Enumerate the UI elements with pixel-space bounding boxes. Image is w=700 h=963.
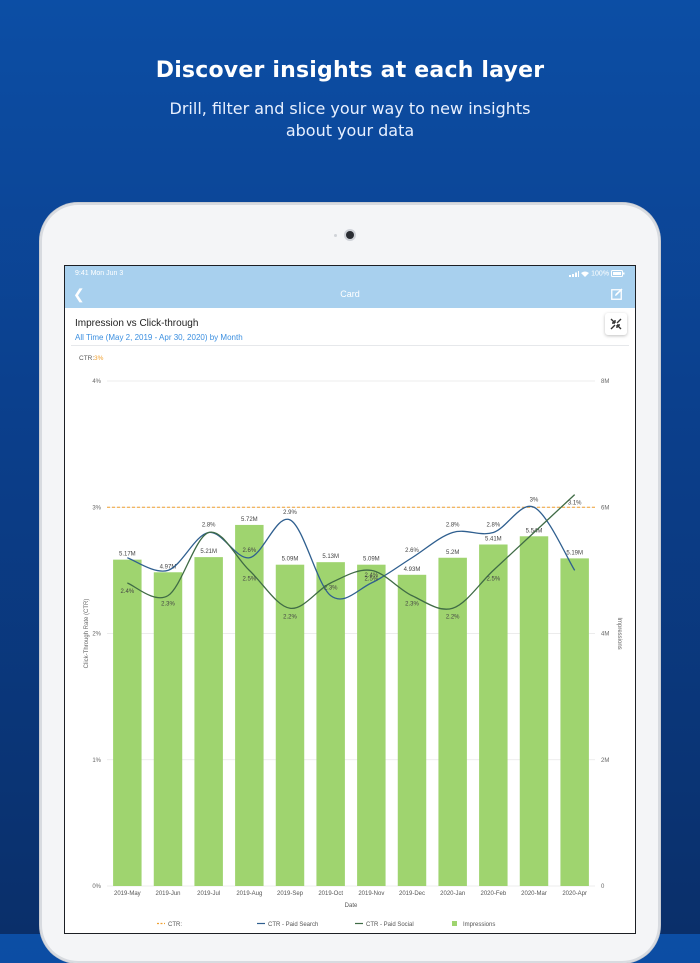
battery-icon xyxy=(611,270,625,277)
sensor-dot xyxy=(334,234,337,237)
impressions-bar xyxy=(235,524,264,886)
x-tick-label: 2020-Mar xyxy=(521,891,547,897)
collapse-button[interactable] xyxy=(605,313,627,335)
legend-label: CTR - Paid Search xyxy=(268,922,318,928)
impressions-bar xyxy=(113,559,142,886)
x-tick-label: 2020-Feb xyxy=(480,891,506,897)
bar-data-label: 5.19M xyxy=(566,550,583,556)
x-tick-label: 2019-Aug xyxy=(236,891,262,897)
ctr-label: CTR: xyxy=(79,355,94,362)
x-tick-label: 2019-Sep xyxy=(277,891,304,897)
impressions-bar xyxy=(397,574,427,886)
status-time: 9:41 Mon Jun 3 xyxy=(75,270,124,277)
y-left-tick-label: 3% xyxy=(92,505,101,511)
y-right-tick-label: 2M xyxy=(601,758,609,764)
impressions-bar xyxy=(479,544,508,886)
legend-label: CTR - Paid Social xyxy=(366,922,414,928)
line-data-label: 3% xyxy=(530,497,539,503)
bar-data-label: 4.97M xyxy=(160,564,177,570)
legend-label: CTR: xyxy=(168,922,182,928)
y-left-tick-label: 1% xyxy=(92,758,101,764)
line-data-label: 2.4% xyxy=(120,589,134,595)
impressions-bar xyxy=(275,564,305,886)
nav-bar: ❮ Card xyxy=(65,282,635,308)
line-data-label: 3.1% xyxy=(568,501,582,507)
camera-icon xyxy=(346,231,354,239)
status-bar: 9:41 Mon Jun 3 100% xyxy=(65,266,635,282)
y-right-axis-title: Impressions xyxy=(616,617,622,649)
line-data-label: 2.5% xyxy=(486,576,500,582)
x-tick-label: 2019-Nov xyxy=(358,891,384,897)
y-right-tick-label: 8M xyxy=(601,379,609,385)
y-left-tick-label: 2% xyxy=(92,632,101,638)
legend-label: Impressions xyxy=(463,922,495,928)
line-data-label: 2.8% xyxy=(202,523,216,529)
chevron-left-icon[interactable]: ❮ xyxy=(73,286,85,302)
edit-icon[interactable] xyxy=(611,288,623,300)
line-data-label: 2.8% xyxy=(446,523,460,529)
card-title: Impression vs Click-through xyxy=(75,318,199,329)
impressions-bar xyxy=(316,562,345,886)
y-left-tick-label: 0% xyxy=(92,884,101,890)
promo-subline: Drill, filter and slice your way to new … xyxy=(169,99,531,140)
status-indicators: 100% xyxy=(569,270,625,277)
line-data-label: 2.2% xyxy=(283,614,297,620)
x-tick-label: 2019-Dec xyxy=(399,891,425,897)
line-data-label: 2.4% xyxy=(364,573,378,579)
ctr-line-paid-social xyxy=(127,494,576,610)
impressions-bar xyxy=(438,557,467,886)
x-tick-label: 2020-Apr xyxy=(562,891,587,897)
bar-data-label: 5.13M xyxy=(322,554,339,560)
line-data-label: 2.9% xyxy=(283,510,297,516)
device-screen: 9:41 Mon Jun 3 100% ❮ Card Impression vs… xyxy=(64,265,636,934)
line-data-label: 2.8% xyxy=(486,523,500,529)
bar-data-label: 5.72M xyxy=(241,517,258,523)
y-right-tick-label: 4M xyxy=(601,632,609,638)
impressions-bar xyxy=(357,564,386,886)
bar-data-label: 5.17M xyxy=(119,552,136,558)
promo-headline: Discover insights at each layer xyxy=(155,58,545,83)
line-data-label: 2.5% xyxy=(364,576,378,582)
line-data-label: 2.6% xyxy=(405,548,419,554)
y-left-tick-label: 4% xyxy=(92,379,101,385)
impressions-bar xyxy=(519,536,549,886)
battery-percent: 100% xyxy=(591,270,610,278)
x-axis-title: Date xyxy=(345,903,358,909)
x-tick-label: 2020-Jan xyxy=(440,891,465,897)
bar-data-label: 5.41M xyxy=(485,536,502,542)
bar-data-label: 5.2M xyxy=(446,550,459,556)
line-data-label: 2.3% xyxy=(405,602,419,608)
wifi-icon xyxy=(581,271,590,277)
bar-data-label: 5.21M xyxy=(200,549,217,555)
legend-swatch xyxy=(452,921,457,926)
x-tick-label: 2019-Oct xyxy=(318,891,343,897)
bar-data-label: 4.93M xyxy=(404,567,421,573)
collapse-arrows-icon xyxy=(610,318,622,330)
impressions-bar xyxy=(194,557,223,886)
x-tick-label: 2019-May xyxy=(114,891,141,897)
card-date-filter[interactable]: All Time (May 2, 2019 - Apr 30, 2020) by… xyxy=(75,333,243,342)
bar-data-label: 5.54M xyxy=(526,528,543,534)
line-data-label: 2.3% xyxy=(161,602,175,608)
bar-data-label: 5.09M xyxy=(282,557,299,563)
impressions-bar xyxy=(153,572,183,886)
line-data-label: 2.6% xyxy=(242,548,256,554)
nav-title: Card xyxy=(340,289,360,299)
line-data-label: 2.2% xyxy=(446,614,460,620)
y-right-tick-label: 0 xyxy=(601,884,605,890)
x-tick-label: 2019-Jun xyxy=(155,891,180,897)
x-tick-label: 2019-Jul xyxy=(197,891,220,897)
line-data-label: 2.5% xyxy=(242,576,256,582)
ctr-value: 3% xyxy=(94,355,104,362)
signal-icon xyxy=(569,270,580,277)
impressions-bar xyxy=(560,558,589,886)
y-left-axis-title: Click-Through Rate (CTR) xyxy=(84,599,90,669)
bar-data-label: 5.09M xyxy=(363,557,380,563)
y-right-tick-label: 6M xyxy=(601,505,609,511)
line-data-label: 2.3% xyxy=(324,586,338,592)
card-divider xyxy=(71,345,629,346)
